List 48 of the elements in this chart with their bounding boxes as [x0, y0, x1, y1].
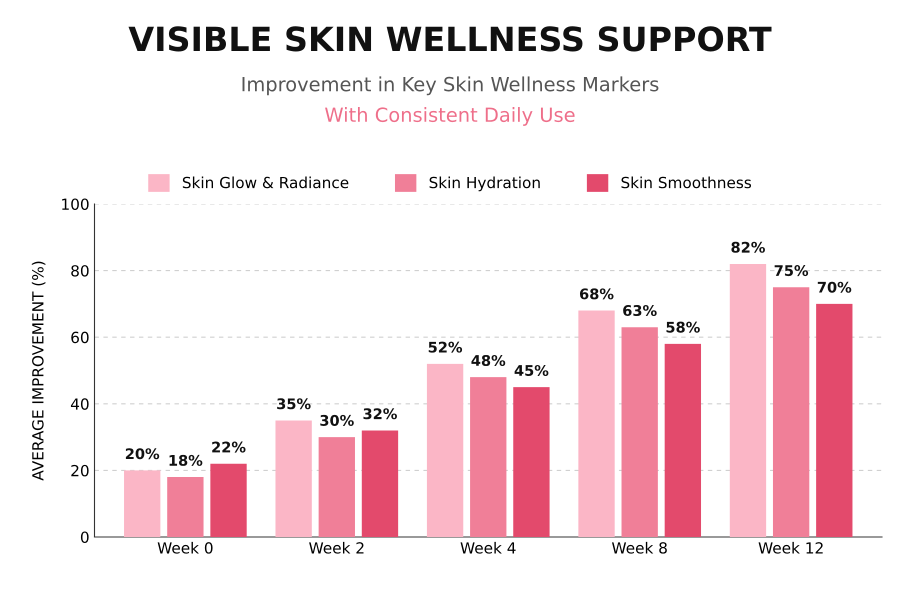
y-tick-label: 40 [70, 398, 89, 410]
bar [622, 327, 658, 537]
bar [578, 310, 615, 537]
x-tick-label: Week 2 [309, 542, 364, 554]
data-label: 68% [580, 288, 614, 300]
data-label: 45% [514, 364, 548, 376]
data-label: 20% [126, 448, 160, 460]
bar [772, 287, 810, 537]
y-tick-label: 60 [71, 332, 89, 344]
x-tick-label: Week 8 [612, 542, 667, 554]
data-label: 52% [428, 342, 462, 353]
x-tick-label: Week 12 [758, 542, 823, 554]
x-tick-label: Week 4 [460, 542, 516, 554]
y-tick-label: 0 [80, 531, 89, 544]
bar [426, 364, 464, 537]
y-tick-label: 80 [71, 265, 89, 277]
bar [730, 264, 766, 537]
bar [513, 387, 550, 537]
bar [167, 477, 204, 537]
bar [275, 420, 312, 537]
bar [210, 464, 247, 537]
text: With Consistent Daily Use [325, 107, 575, 126]
legend-label: Skin Glow & Radiance [182, 176, 348, 188]
bar [816, 304, 852, 537]
data-label: 63% [623, 305, 657, 316]
y-tick-label: 100 [62, 198, 89, 210]
data-label: 82% [731, 242, 765, 253]
chart-title: VISIBLE SKIN WELLNESS SUPPORT [128, 26, 772, 52]
legend-label: Skin Smoothness [622, 176, 752, 188]
bar [470, 377, 506, 537]
data-label: 18% [170, 454, 202, 466]
data-label: 58% [666, 322, 700, 333]
chart-subtitle: Improvement in Key Skin Wellness Markers [242, 76, 658, 96]
bar [362, 430, 398, 537]
legend-label: Skin Hydration [430, 176, 540, 192]
data-label: 35% [277, 398, 311, 410]
data-label: 22% [212, 442, 246, 453]
data-label: 48% [471, 354, 506, 366]
y-axis-title: AVERAGE IMPROVEMENT (%) [32, 262, 46, 481]
data-label: 75% [774, 265, 808, 276]
data-label: 32% [363, 408, 397, 420]
bar [318, 437, 355, 537]
data-label: 30% [320, 414, 354, 426]
data-label: 70% [818, 282, 852, 293]
x-tick-label: Week 0 [158, 542, 213, 554]
bar [124, 470, 160, 537]
bar [664, 344, 702, 537]
y-tick-label: 20 [71, 464, 89, 476]
